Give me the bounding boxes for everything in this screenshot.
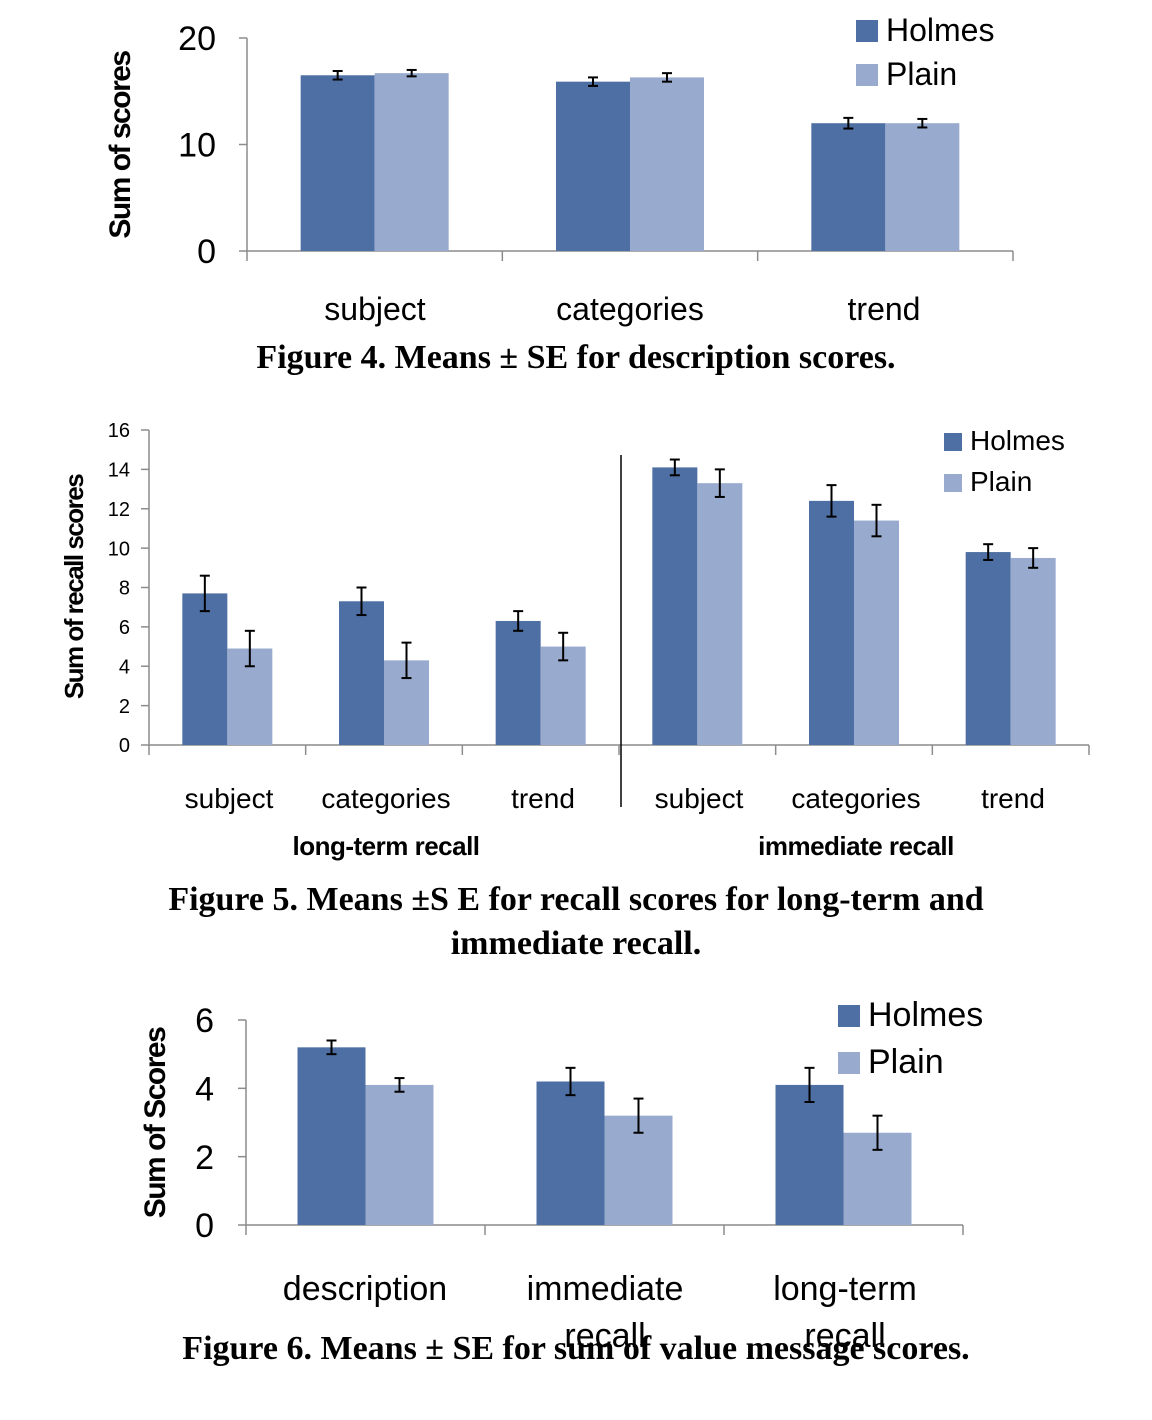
chart6-legend-label-holmes: Holmes <box>868 996 983 1034</box>
chart5-category-label: trend <box>511 783 575 814</box>
figure-5-caption-line-2: immediate recall. <box>450 925 702 962</box>
chart5-group-label: long-term recall <box>292 831 479 861</box>
chart6-category-label: long-term <box>773 1270 917 1308</box>
chart5-legend-swatch-holmes <box>944 433 962 451</box>
chart5-y-tick-label: 10 <box>108 538 130 560</box>
chart5-bar-plain <box>1010 557 1056 745</box>
chart4-bar-plain <box>885 123 960 251</box>
chart4-y-tick-label: 20 <box>178 20 216 58</box>
figure-6-caption: Figure 6. Means ± SE for sum of value me… <box>182 1330 970 1367</box>
chart4-bar-holmes <box>300 75 375 252</box>
chart4-category-label: trend <box>848 291 921 327</box>
chart4-category-label: subject <box>324 291 426 327</box>
chart6-y-tick-label: 0 <box>195 1207 214 1245</box>
chart4-legend-label-plain: Plain <box>886 56 957 92</box>
chart5-category-label: subject <box>655 783 744 814</box>
chart5-legend-label-plain: Plain <box>970 466 1032 497</box>
chart5-y-tick-label: 6 <box>119 617 130 639</box>
chart5-bar-holmes <box>495 620 541 745</box>
chart4-bar-plain <box>374 73 449 252</box>
chart6-legend-swatch-holmes <box>838 1005 860 1027</box>
chart6-category-label: recall <box>564 1317 645 1355</box>
figure-4-caption: Figure 4. Means ± SE for description sco… <box>256 339 896 376</box>
chart6-bar-holmes <box>775 1084 844 1225</box>
chart6-category-label: description <box>283 1270 447 1308</box>
chart6-y-axis-label: Sum of Scores <box>139 1027 172 1218</box>
chart5-bar-holmes <box>809 500 854 745</box>
chart6-y-tick-label: 2 <box>195 1139 214 1177</box>
chart6-category-label: immediate <box>527 1270 684 1308</box>
chart5-y-tick-label: 4 <box>119 656 130 678</box>
chart4-legend-swatch-holmes <box>856 20 878 42</box>
chart5-category-label: subject <box>185 783 274 814</box>
chart5-group-label: immediate recall <box>758 831 954 861</box>
chart6-y-tick-label: 4 <box>195 1071 214 1109</box>
chart4-category-label: categories <box>556 291 704 327</box>
chart6-category-label: recall <box>804 1317 885 1355</box>
chart5-bar-holmes <box>652 467 698 745</box>
chart5-y-tick-label: 8 <box>119 578 130 600</box>
chart5-bar-holmes <box>965 552 1011 745</box>
chart4-bar-holmes <box>811 123 886 251</box>
chart6-bar-holmes <box>536 1081 605 1225</box>
chart4-y-tick-label: 10 <box>178 127 216 165</box>
chart6-legend-swatch-plain <box>838 1052 860 1074</box>
chart5-y-tick-label: 2 <box>119 696 130 718</box>
chart5-category-label: categories <box>321 783 450 814</box>
chart4-y-axis-label: Sum of scores <box>104 51 137 239</box>
chart5-bar-holmes <box>182 593 228 745</box>
chart5-bar-plain <box>854 520 899 745</box>
chart5-bar-plain <box>540 646 586 745</box>
chart4-legend-swatch-plain <box>856 64 878 86</box>
chart6-bar-plain <box>604 1115 673 1225</box>
chart4-bar-plain <box>630 77 704 251</box>
chart6-bar-holmes <box>297 1047 366 1225</box>
chart6-bar-plain <box>365 1084 434 1225</box>
chart5-category-label: categories <box>791 783 920 814</box>
chart5-legend-label-holmes: Holmes <box>970 425 1065 456</box>
chart5-bar-holmes <box>339 601 384 745</box>
chart6-legend-label-plain: Plain <box>868 1043 944 1081</box>
chart5-y-tick-label: 16 <box>108 420 130 442</box>
chart6-y-tick-label: 6 <box>195 1002 214 1040</box>
chart5-y-axis-label: Sum of recall scores <box>59 474 89 699</box>
chart5-bar-plain <box>697 483 743 745</box>
chart4-y-tick-label: 0 <box>197 233 216 271</box>
chart5-y-tick-label: 14 <box>108 460 130 482</box>
chart5-y-tick-label: 12 <box>108 499 130 521</box>
chart5-y-tick-label: 0 <box>119 735 130 757</box>
chart4-bar-holmes <box>556 81 630 251</box>
figure-5-caption: Figure 5. Means ±S E for recall scores f… <box>0 878 1152 966</box>
chart5-legend-swatch-plain <box>944 474 962 492</box>
chart4-legend-label-holmes: Holmes <box>886 12 994 48</box>
figure-5-caption-line-1: Figure 5. Means ±S E for recall scores f… <box>168 881 984 918</box>
chart5-category-label: trend <box>981 783 1045 814</box>
